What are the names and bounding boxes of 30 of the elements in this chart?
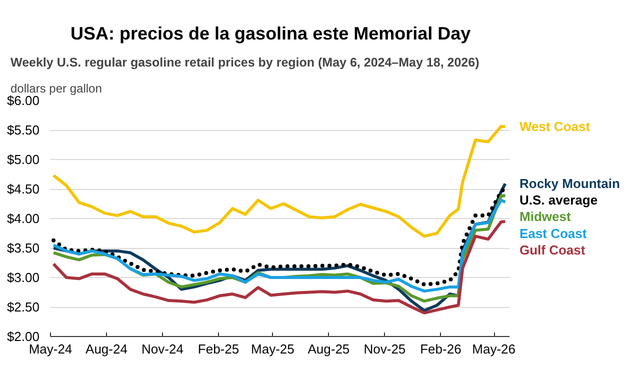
chart-title: USA: precios de la gasolina este Memorial Day bbox=[70, 24, 471, 44]
series-label: Midwest bbox=[520, 209, 572, 224]
y-tick-label: $4.50 bbox=[6, 182, 40, 196]
series-label: Gulf Coast bbox=[520, 242, 586, 258]
y-axis-title: dollars per gallon bbox=[10, 82, 102, 96]
y-tick-label: $3.00 bbox=[6, 270, 40, 285]
series-label: U.S. average bbox=[520, 192, 598, 208]
x-tick-label: Aug-25 bbox=[308, 342, 350, 356]
series-label: Rocky Mountain bbox=[520, 176, 620, 192]
line-series bbox=[52, 124, 507, 238]
series-label: West Coast bbox=[520, 118, 591, 134]
x-tick-label: Feb-26 bbox=[420, 342, 462, 356]
x-tick-label: May-25 bbox=[251, 342, 294, 356]
y-tick-label: $2.50 bbox=[6, 300, 40, 314]
y-tick-label: $4.00 bbox=[6, 211, 40, 226]
x-tick-label: Feb-25 bbox=[198, 342, 240, 356]
y-tick-label: $6.00 bbox=[6, 93, 40, 108]
text: East Coast bbox=[520, 226, 588, 241]
y-tick-label: $5.50 bbox=[6, 122, 40, 138]
y-tick-label: $2.00 bbox=[6, 329, 40, 344]
y-tick-label: $5.00 bbox=[6, 152, 40, 167]
x-tick-label: Nov-25 bbox=[364, 342, 406, 356]
x-tick-label: May-24 bbox=[28, 342, 72, 356]
x-tick-label: May-26 bbox=[472, 342, 516, 356]
x-tick-label: Aug-24 bbox=[86, 342, 128, 356]
line-series bbox=[52, 186, 508, 287]
chart-subtitle: Weekly U.S. regular gasoline retail prices by region (May 6, 2024–May 18, 2026) bbox=[10, 56, 480, 70]
x-tick-label: Nov-24 bbox=[142, 342, 184, 356]
y-tick-label: $3.50 bbox=[6, 240, 40, 256]
line-series bbox=[52, 220, 507, 314]
